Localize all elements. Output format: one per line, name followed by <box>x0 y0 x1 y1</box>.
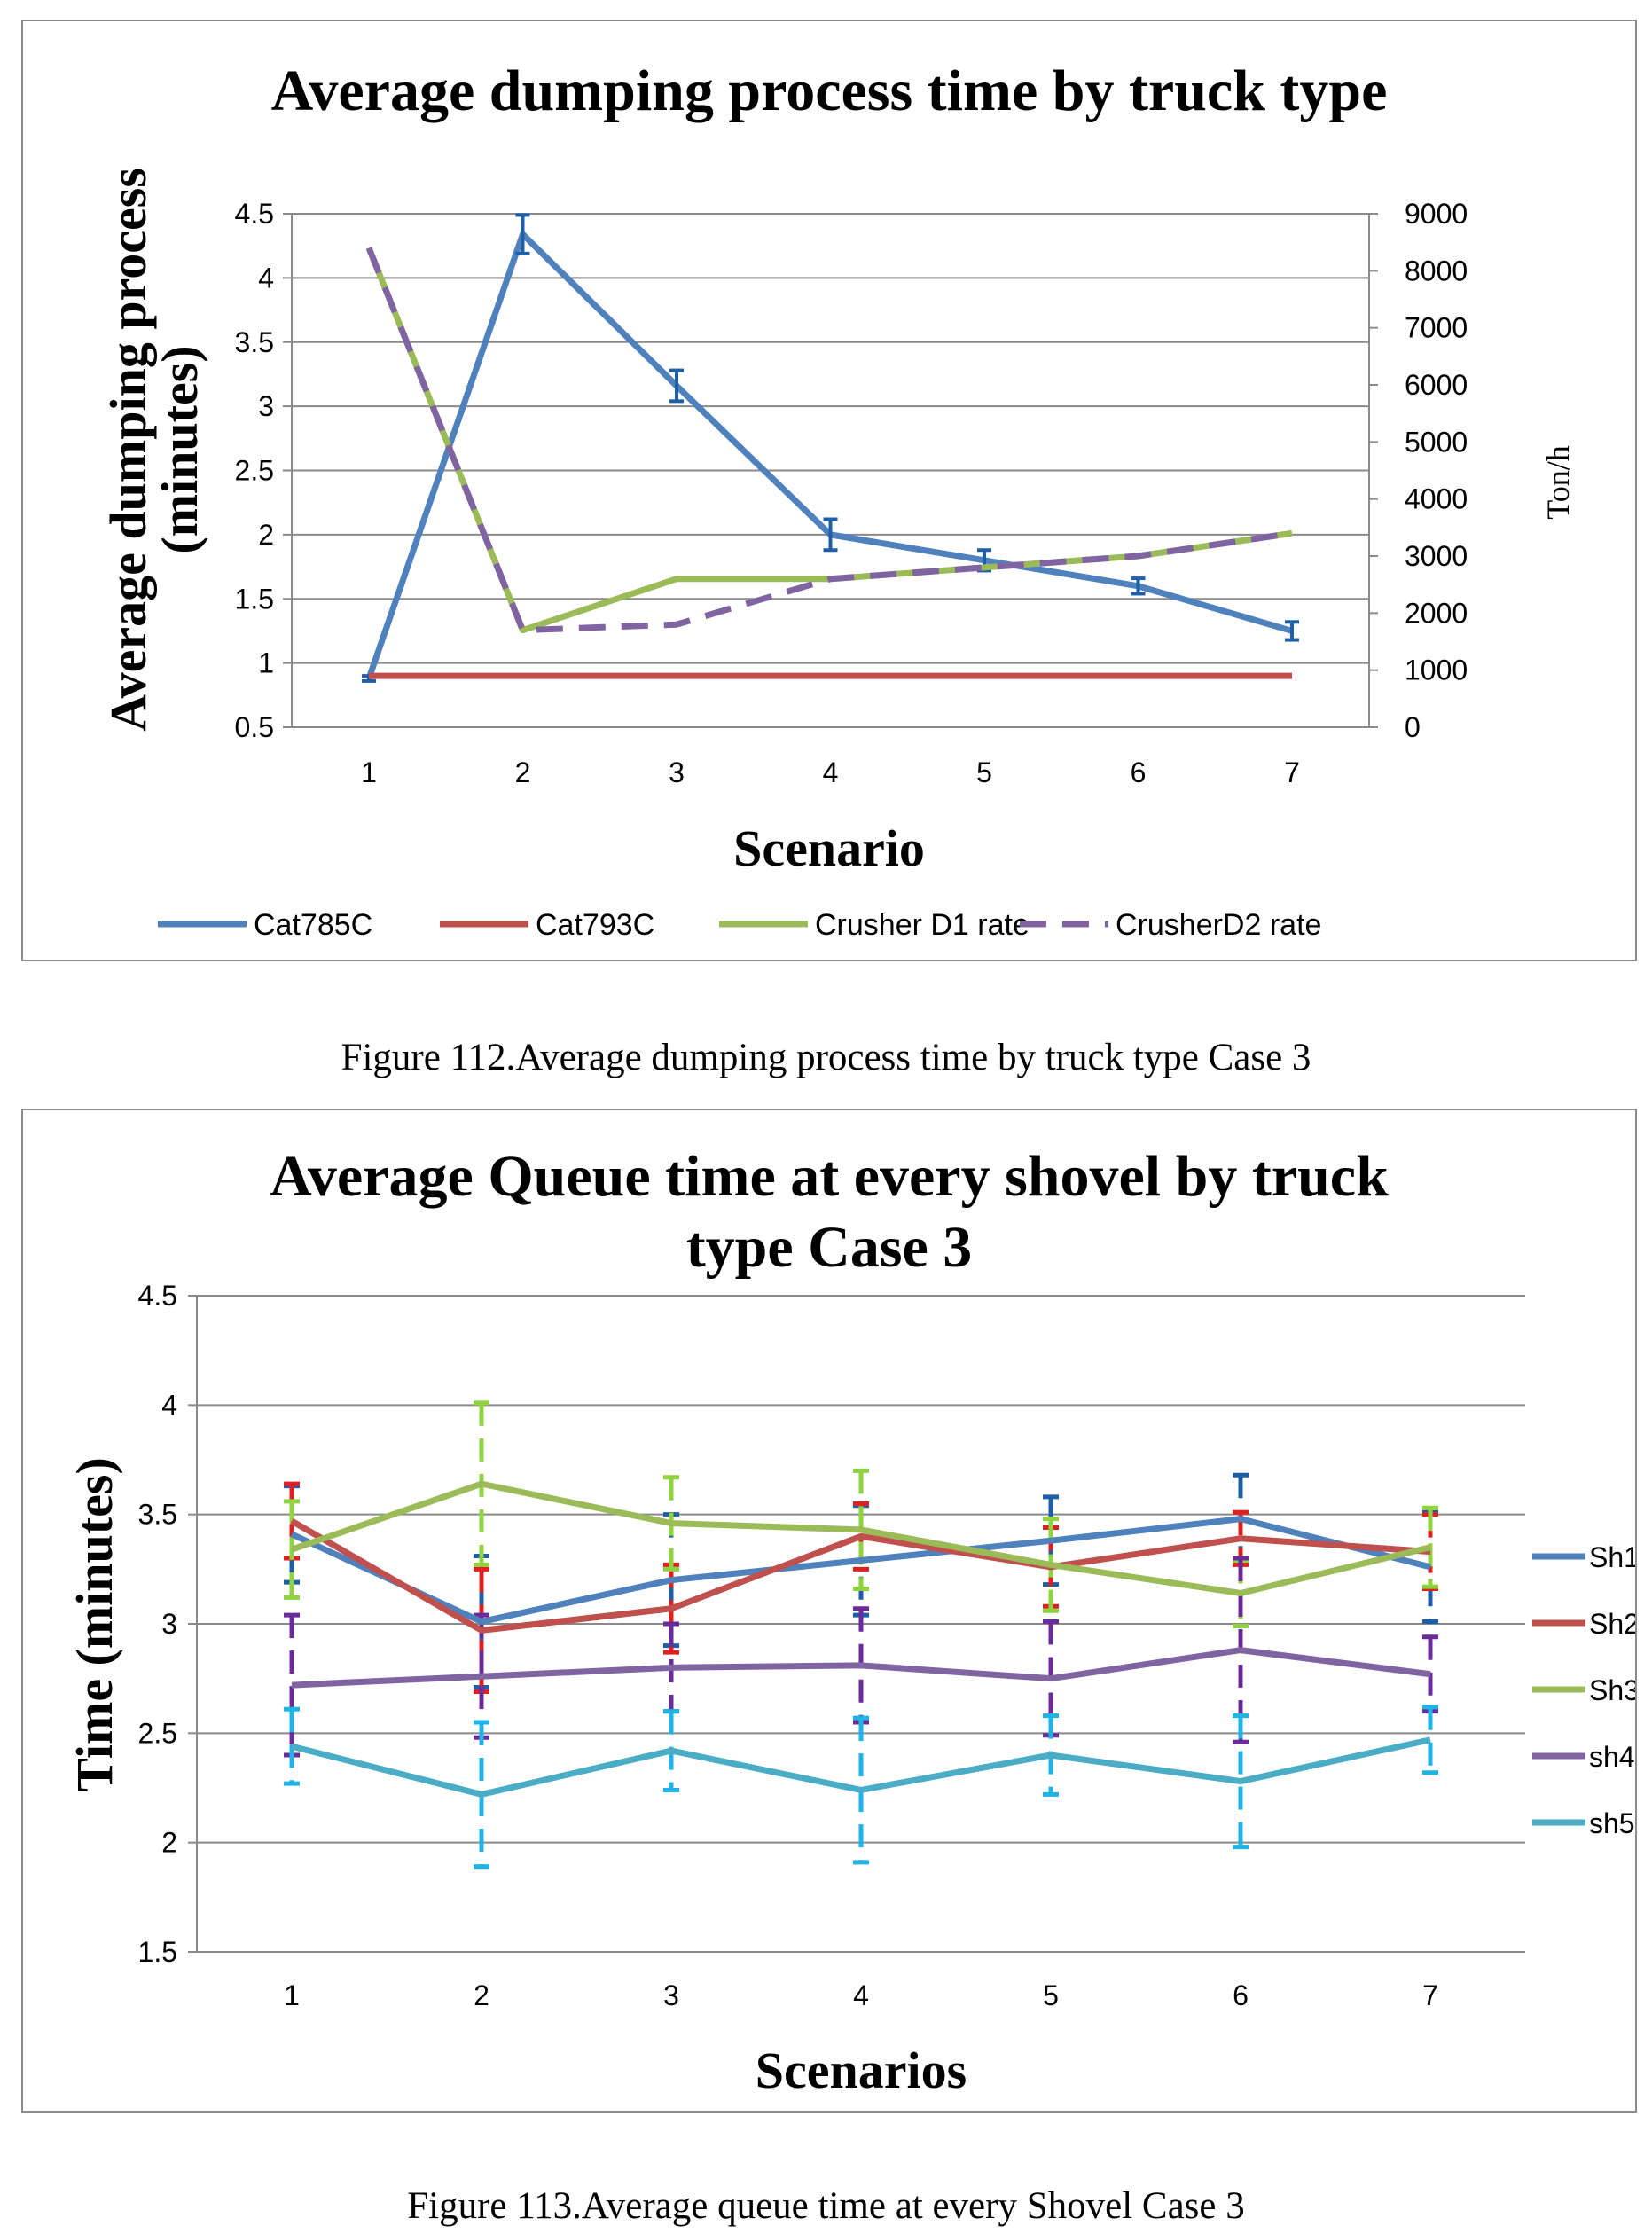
error-bar <box>1285 620 1299 642</box>
legend-item: Cat785C <box>158 908 372 942</box>
legend-label: sh4 <box>1589 1741 1635 1773</box>
x-tick-label: 2 <box>515 756 531 788</box>
y2-tick-label: 2000 <box>1405 597 1468 629</box>
y-tick-label: 4.5 <box>235 198 274 230</box>
y2-tick-label: 8000 <box>1405 255 1468 286</box>
y-tick-label: 2 <box>258 519 274 551</box>
error-bar <box>1131 576 1146 596</box>
y-tick-label: 4 <box>161 1389 177 1421</box>
y2-tick-label: 4000 <box>1405 483 1468 515</box>
chart-title: Average dumping process time by truck ty… <box>271 59 1388 123</box>
y-tick-label: 1.5 <box>138 1936 177 1968</box>
y2-tick-label: 5000 <box>1405 426 1468 458</box>
y-tick-label: 3.5 <box>235 326 274 358</box>
x-tick-label: 5 <box>976 756 992 788</box>
legend-label: Sh3 <box>1589 1674 1635 1706</box>
series-line-crusher-d1-rate <box>365 247 1293 634</box>
series-line-sh2 <box>290 1518 1431 1634</box>
queue-time-chart: Average Queue time at every shovel by tr… <box>21 1109 1637 2113</box>
legend-label: Sh1 <box>1589 1541 1635 1573</box>
legend-item: sh4 <box>1532 1741 1635 1773</box>
x-tick-label: 2 <box>474 1979 489 2011</box>
x-tick-label: 6 <box>1131 756 1147 788</box>
queue-time-chart-svg: Average Queue time at every shovel by tr… <box>66 1144 1635 2099</box>
legend-item: Crusher D1 rate <box>719 908 1030 942</box>
x-tick-label: 4 <box>823 756 839 788</box>
legend-item: sh5 <box>1532 1807 1635 1839</box>
x-axis-title: Scenarios <box>756 2042 967 2099</box>
dumping-time-chart-svg: Average dumping process time by truck ty… <box>99 59 1576 942</box>
figure-112-caption: Figure 112.Average dumping process time … <box>341 1037 1311 1078</box>
x-tick-label: 1 <box>361 756 377 788</box>
y2-tick-label: 0 <box>1405 711 1421 743</box>
y2-tick-label: 9000 <box>1405 198 1468 230</box>
y-tick-label: 2 <box>161 1827 177 1859</box>
x-tick-label: 7 <box>1422 1979 1438 2011</box>
legend-label: Sh2 <box>1589 1608 1635 1640</box>
x-tick-label: 3 <box>669 756 685 788</box>
error-bar <box>515 213 530 255</box>
y2-tick-label: 1000 <box>1405 655 1468 686</box>
y-tick-label: 1.5 <box>235 583 274 615</box>
error-bar <box>669 368 684 404</box>
legend-label: Cat785C <box>254 908 372 942</box>
error-bar <box>284 1706 300 1786</box>
x-tick-label: 7 <box>1284 756 1300 788</box>
error-bar <box>1422 1705 1438 1775</box>
y-tick-label: 3 <box>258 390 274 422</box>
y-tick-label: 2.5 <box>235 455 274 487</box>
series-line-cat785c <box>365 231 1293 680</box>
dumping-time-chart: Average dumping process time by truck ty… <box>21 20 1637 961</box>
y2-tick-label: 6000 <box>1405 369 1468 401</box>
y-tick-label: 4.5 <box>138 1280 177 1312</box>
x-tick-label: 6 <box>1233 1979 1249 2011</box>
error-bar <box>284 1499 300 1600</box>
y-tick-label: 3.5 <box>138 1499 177 1531</box>
error-bar <box>1422 1505 1438 1589</box>
legend-item: Cat793C <box>440 908 654 942</box>
x-axis-title: Scenario <box>733 819 925 877</box>
legend-item: Sh3 <box>1532 1674 1635 1706</box>
legend-label: sh5 <box>1589 1807 1635 1839</box>
series-line-sh4 <box>291 1647 1431 1689</box>
y2-tick-label: 3000 <box>1405 540 1468 572</box>
legend-label: Crusher D1 rate <box>815 908 1030 942</box>
series-line-crusherd2-rate <box>365 247 1293 634</box>
error-bar <box>853 1468 869 1592</box>
y-tick-label: 0.5 <box>235 711 274 743</box>
x-tick-label: 1 <box>284 1979 300 2011</box>
legend-item: Sh1 <box>1532 1541 1635 1573</box>
y-axis-title: Time (minutes) <box>66 1457 123 1792</box>
y2-axis-title: Ton/h <box>1540 445 1576 519</box>
chart-title: Average Queue time at every shovel by tr… <box>270 1144 1389 1280</box>
error-bar <box>823 517 838 553</box>
error-bar <box>1233 1713 1249 1850</box>
legend-item: Sh2 <box>1532 1608 1635 1640</box>
figure-113-caption: Figure 113.Average queue time at every S… <box>407 2185 1245 2227</box>
legend-label: CrusherD2 rate <box>1116 908 1321 942</box>
legend-label: Cat793C <box>536 908 654 942</box>
series-line-sh5 <box>291 1736 1431 1798</box>
y-tick-label: 2.5 <box>138 1717 177 1749</box>
x-tick-label: 3 <box>663 1979 679 2011</box>
x-tick-label: 5 <box>1043 1979 1059 2011</box>
series-line-sh1 <box>290 1516 1431 1626</box>
x-tick-label: 4 <box>853 1979 869 2011</box>
legend-item: CrusherD2 rate <box>1020 908 1321 942</box>
y-tick-label: 1 <box>258 647 274 679</box>
y-tick-label: 4 <box>258 262 274 294</box>
series-line-sh3 <box>290 1480 1431 1596</box>
y-tick-label: 3 <box>161 1608 177 1640</box>
y-axis-title: Average dumping process(minutes) <box>99 168 208 732</box>
y2-tick-label: 7000 <box>1405 312 1468 344</box>
